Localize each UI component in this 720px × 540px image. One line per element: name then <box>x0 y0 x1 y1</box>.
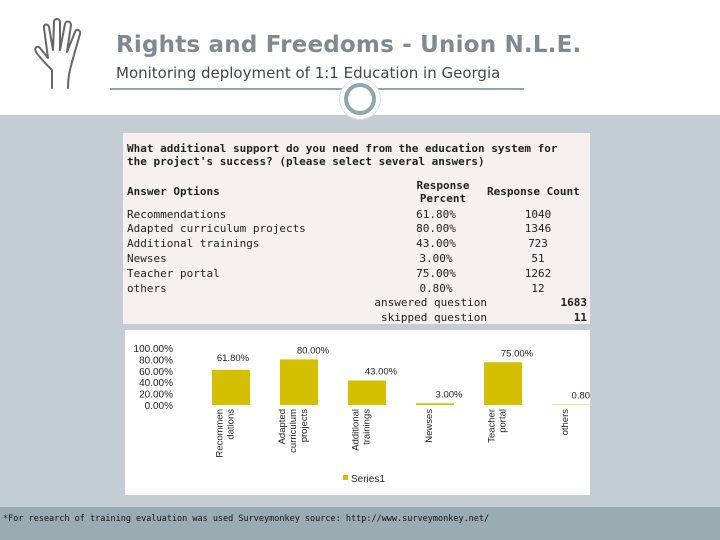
row-option: Additional trainings <box>127 237 260 250</box>
survey-table: What additional support do you need from… <box>123 133 590 324</box>
answered-value: 1683 <box>560 296 588 309</box>
page-title: Rights and Freedoms - Union N.L.E. <box>116 32 582 58</box>
answered-label: answered question <box>374 296 487 309</box>
column-header-percent: Response Percent <box>416 179 470 205</box>
x-tick-label: others <box>560 409 571 436</box>
data-label: 61.80% <box>217 353 250 364</box>
row-count: 723 <box>528 237 548 250</box>
hand-icon <box>34 18 82 89</box>
y-tick-label: 60.00% <box>139 367 173 378</box>
y-tick-label: 40.00% <box>139 378 173 389</box>
bar <box>484 362 522 405</box>
row-count: 1262 <box>524 267 552 280</box>
column-header-options: Answer Options <box>127 185 220 198</box>
row-count: 12 <box>531 282 545 295</box>
x-tick-label: Adaptedcurriculumprojects <box>277 409 310 453</box>
legend-label: Series1 <box>351 474 385 485</box>
bottom-strip <box>0 507 720 540</box>
row-percent: 0.80% <box>419 282 453 295</box>
survey-question: What additional support do you need from… <box>127 142 558 168</box>
title-underline <box>110 88 524 90</box>
row-option: Teacher portal <box>127 267 220 280</box>
x-tick-label: Newses <box>424 409 435 443</box>
y-tick-label: 0.00% <box>145 401 173 412</box>
data-label: 0.80% <box>572 391 590 402</box>
data-label: 75.00% <box>501 348 534 359</box>
bar <box>280 359 318 405</box>
row-percent: 61.80% <box>416 208 456 221</box>
column-header-count: Response Count <box>487 185 580 198</box>
row-count: 1346 <box>524 222 552 235</box>
data-label: 80.00% <box>297 345 330 356</box>
x-tick-label: Recommendations <box>215 409 237 458</box>
legend-swatch <box>343 475 348 480</box>
y-tick-label: 80.00% <box>139 355 173 366</box>
y-tick-label: 20.00% <box>139 390 173 401</box>
x-tick-label: Teacherportal <box>487 409 509 443</box>
row-option: Newses <box>127 252 167 265</box>
bar <box>348 380 386 405</box>
bar <box>212 369 250 405</box>
row-option: others <box>127 282 167 295</box>
page-subtitle: Monitoring deployment of 1:1 Education i… <box>116 64 501 82</box>
chart-svg: 100.00%80.00%60.00%40.00%20.00%0.00%61.8… <box>134 344 600 485</box>
row-percent: 3.00% <box>419 252 453 265</box>
footnote: *For research of training evaluation was… <box>3 514 490 524</box>
data-label: 43.00% <box>365 366 398 377</box>
row-option: Recommendations <box>127 208 227 221</box>
row-percent: 75.00% <box>416 267 456 280</box>
y-tick-label: 100.00% <box>134 344 174 355</box>
bar-chart: 100.00% 80.00% 60.00% 40.00% 20.00% 0.00% 61.8… <box>125 330 600 495</box>
row-count: 51 <box>531 252 545 265</box>
bar <box>416 403 454 405</box>
row-percent: 43.00% <box>416 237 456 250</box>
row-count: 1040 <box>524 208 552 221</box>
skipped-value: 11 <box>573 311 587 324</box>
row-option: Adapted curriculum projects <box>127 222 306 235</box>
skipped-label: skipped question <box>381 311 487 324</box>
row-percent: 80.00% <box>416 222 456 235</box>
x-tick-label: Additionaltrainings <box>351 409 373 451</box>
ring-icon <box>340 79 380 119</box>
data-label: 3.00% <box>436 389 463 400</box>
